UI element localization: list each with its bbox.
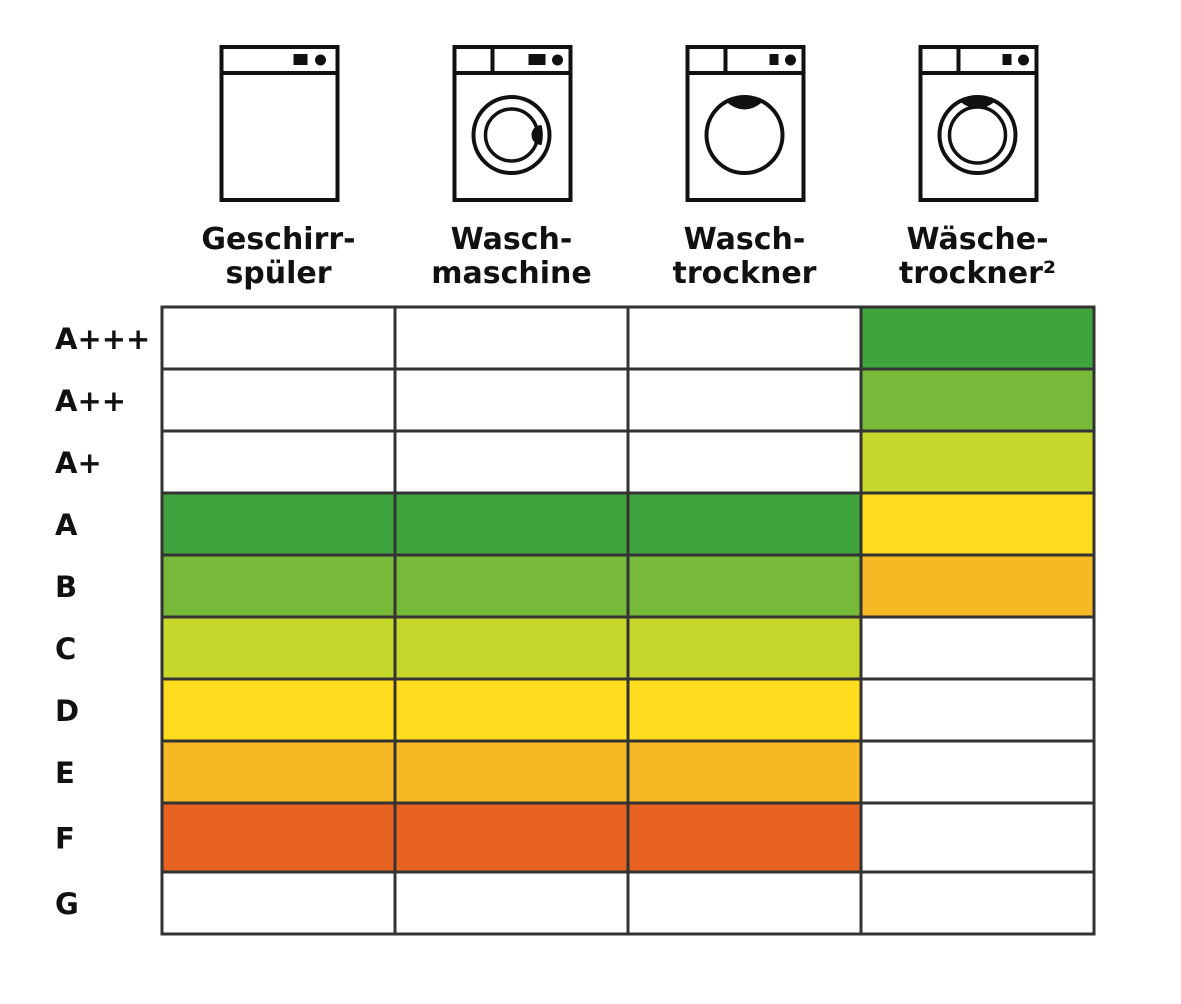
grid-cell-A+++-4 (859, 305, 1096, 371)
grid-cell-B-2 (393, 553, 630, 619)
grid-cell-D-3 (626, 677, 863, 743)
grid-cell-A+++-1 (160, 305, 397, 371)
grid-cell-A++-4 (859, 367, 1096, 433)
grid-cell-C-1 (160, 615, 397, 681)
row-label: A (55, 508, 78, 542)
grid-cell-D-4 (859, 677, 1096, 743)
grid-cell-F-2 (393, 801, 630, 874)
column-label-line: trockner (673, 256, 817, 291)
tumble-dryer-icon (918, 45, 1039, 202)
grid-cell-A+-1 (160, 429, 397, 495)
row-label: D (55, 694, 79, 728)
grid-cell-A++-1 (160, 367, 397, 433)
column-label: Wäsche-trockner² (899, 222, 1056, 291)
row-label: A++ (55, 384, 126, 418)
row-label: A+++ (55, 322, 150, 356)
grid-cell-G-3 (626, 870, 863, 936)
grid-cell-B-4 (859, 553, 1096, 619)
grid-cell-E-4 (859, 739, 1096, 805)
grid-cell-A+-3 (626, 429, 863, 495)
grid-cell-A-4 (859, 491, 1096, 557)
washing-machine-icon (452, 45, 573, 202)
grid-cell-A-1 (160, 491, 397, 557)
column-label-line: Wäsche- (906, 222, 1048, 257)
grid-cell-B-3 (626, 553, 863, 619)
column-label-line: Geschirr- (201, 222, 355, 257)
grid-cell-E-3 (626, 739, 863, 805)
column-label-line: Wasch- (451, 222, 573, 257)
row-label: B (55, 570, 77, 604)
grid-cell-A+-4 (859, 429, 1096, 495)
column-labels: Geschirr-spülerWasch-maschineWasch-trock… (201, 222, 1056, 291)
grid-cell-E-1 (160, 739, 397, 805)
grid-cell-A-2 (393, 491, 630, 557)
row-label: C (55, 632, 76, 666)
column-label-line: spüler (225, 256, 331, 291)
grid-cell-A+-2 (393, 429, 630, 495)
grid-cell-A++-2 (393, 367, 630, 433)
column-label: Geschirr-spüler (201, 222, 355, 291)
grid-cell-A+++-2 (393, 305, 630, 371)
column-label-line: trockner² (899, 256, 1056, 291)
grid-border (160, 305, 1096, 936)
grid-cell-C-3 (626, 615, 863, 681)
row-label: G (55, 887, 79, 921)
washer-dryer-icon (685, 45, 806, 202)
grid-cell-D-1 (160, 677, 397, 743)
row-label: A+ (55, 446, 102, 480)
grid-cell-A-3 (626, 491, 863, 557)
grid-cell-D-2 (393, 677, 630, 743)
grid-cell-G-2 (393, 870, 630, 936)
column-label-line: Wasch- (684, 222, 806, 257)
dishwasher-icon (219, 45, 340, 202)
row-label: E (55, 756, 75, 790)
appliance-icons (219, 45, 1039, 202)
energy-class-grid (160, 305, 1096, 936)
grid-cell-B-1 (160, 553, 397, 619)
column-label: Wasch-maschine (431, 222, 592, 291)
row-label: F (55, 822, 75, 856)
grid-cell-C-2 (393, 615, 630, 681)
grid-cell-G-4 (859, 870, 1096, 936)
grid-cell-C-4 (859, 615, 1096, 681)
grid-cell-F-1 (160, 801, 397, 874)
column-label: Wasch-trockner (673, 222, 817, 291)
column-label-line: maschine (431, 256, 592, 291)
grid-cell-G-1 (160, 870, 397, 936)
grid-cell-E-2 (393, 739, 630, 805)
grid-cell-F-3 (626, 801, 863, 874)
grid-cell-F-4 (859, 801, 1096, 874)
grid-cell-A++-3 (626, 367, 863, 433)
grid-cell-A+++-3 (626, 305, 863, 371)
